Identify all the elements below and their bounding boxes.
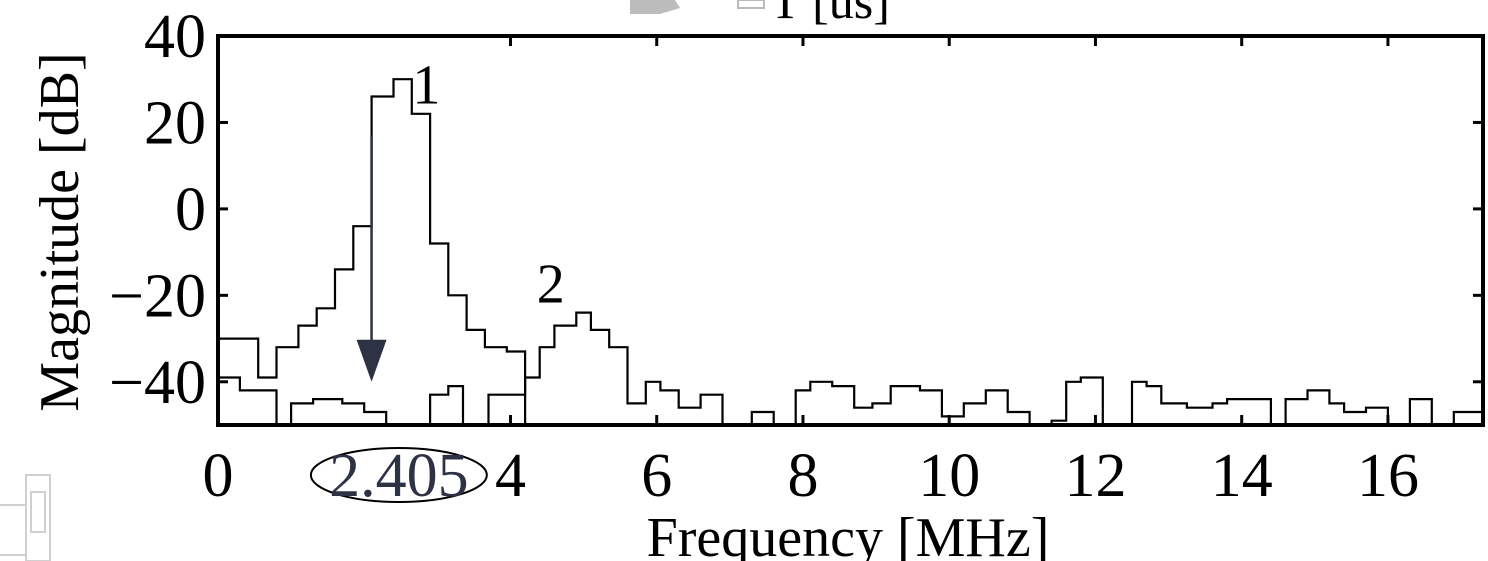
plot-frame xyxy=(216,34,1485,427)
x-tick-label: 12 xyxy=(1064,442,1126,510)
peak-label-2: 2 xyxy=(537,253,565,315)
top-axis-label: T [us] xyxy=(770,0,890,29)
circled-frequency-label: 2.405 xyxy=(329,442,469,510)
x-tick-label: 10 xyxy=(918,442,980,510)
x-tick-label: 6 xyxy=(641,442,672,510)
legend-box-icon xyxy=(737,0,765,9)
peak-label-1: 1 xyxy=(412,55,440,117)
series-layer xyxy=(218,78,1483,427)
x-tick-label: 8 xyxy=(787,442,818,510)
top-crop-remnant: T [us] xyxy=(630,0,890,29)
legend-arrow-icon xyxy=(630,0,680,14)
flow-block-icon xyxy=(25,474,51,561)
x-axis-title: Frequency [MHz] xyxy=(647,507,1050,561)
series-1-line xyxy=(218,78,1483,427)
y-tick-label: −20 xyxy=(109,262,206,330)
y-tick-label: −40 xyxy=(109,349,206,417)
x-tick-label: 14 xyxy=(1211,442,1273,510)
plot-area xyxy=(216,34,1485,427)
y-axis-title: Magnitude [dB] xyxy=(29,52,91,411)
x-tick-label: 16 xyxy=(1357,442,1419,510)
annotation-layer: 1 2 2.405 xyxy=(309,55,565,510)
left-crop-remnant xyxy=(0,474,51,561)
circled-frequency-marker xyxy=(309,447,488,503)
y-tick-label: 40 xyxy=(144,3,206,71)
marker-arrow-head xyxy=(356,339,387,382)
y-tick-label: 0 xyxy=(175,176,206,244)
x-tick-label: 0 xyxy=(203,442,234,510)
series-2-line xyxy=(218,311,1483,427)
y-tick-label: 20 xyxy=(144,89,206,157)
x-tick-label: 4 xyxy=(495,442,526,510)
